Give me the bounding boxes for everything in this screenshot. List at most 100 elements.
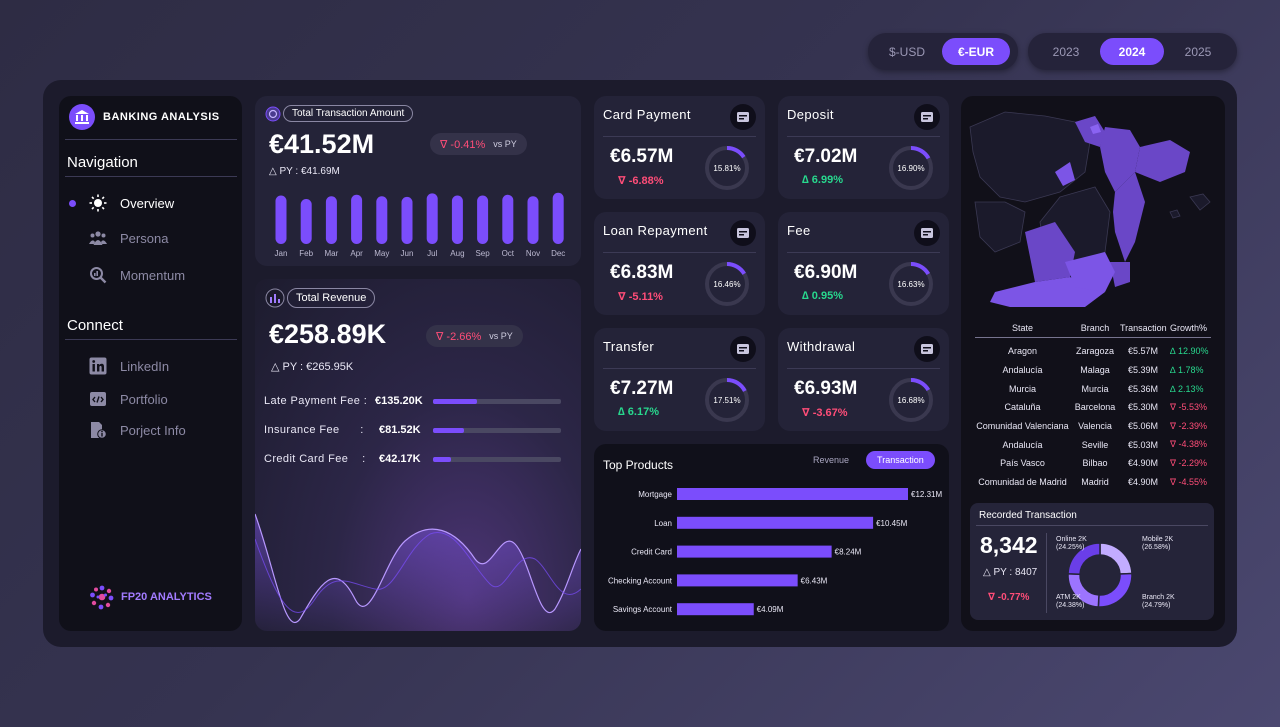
table-row[interactable]: Comunidad de Madrid Madrid €4.90M ∇ -4.55% (975, 473, 1211, 492)
footer-logo: FP20 ANALYTICS (89, 584, 212, 610)
tab-revenue[interactable]: Revenue (813, 455, 850, 465)
share-donut (889, 378, 933, 422)
cell-transaction: €5.03M (1127, 439, 1159, 450)
cell-branch: Barcelona (1074, 402, 1116, 413)
connect-label: Portfolio (120, 391, 168, 407)
table-row[interactable]: Andalucía Malaga €5.39M ∆ 1.78% (975, 361, 1211, 380)
change-pill: ∇ -0.41% vs PY (430, 133, 527, 155)
prior-year-value: △ PY : 8407 (983, 567, 1038, 578)
year-toggle: 2023 2024 2025 (1028, 33, 1237, 70)
table-row[interactable]: Comunidad Valenciana Valencia €5.06M ∇ -2.3… (975, 417, 1211, 436)
donut-share-arc (705, 146, 749, 190)
month-bar (451, 195, 463, 244)
donut-label-pct: (26.58%) (1142, 544, 1170, 551)
monthly-bar-chart: Jan Feb Mar Apr May Jun Jul Aug Sep Oct Nov Dec (275, 192, 565, 258)
code-window-icon (88, 389, 108, 409)
month-label: Nov (526, 249, 540, 258)
change-value: ∇ -0.41% (440, 138, 486, 151)
connect-header: Connect (67, 317, 123, 334)
product-label: Mortgage (638, 490, 672, 499)
nav-label: Persona (120, 230, 169, 246)
cell-transaction: €4.90M (1127, 458, 1159, 469)
share-label: 16.46% (713, 279, 741, 289)
vs-label: vs PY (493, 139, 517, 149)
header-branch[interactable]: Branch (1080, 322, 1110, 333)
donut-slice-atm (1067, 542, 1101, 575)
transfer-icon (730, 336, 756, 362)
table-row[interactable]: País Vasco Bilbao €4.90M ∇ -2.29% (975, 454, 1211, 473)
kpi-title: Transfer (603, 339, 655, 354)
divider (603, 368, 756, 369)
kpi-title: Loan Repayment (603, 223, 708, 238)
decorative-wave-chart (255, 513, 581, 631)
connect-item-project-info[interactable]: Porject Info (69, 419, 186, 441)
magnifier-chart-icon (88, 265, 108, 285)
product-bar (677, 516, 874, 529)
header-growth[interactable]: Growth% (1170, 322, 1208, 333)
cell-growth: ∇ -2.39% (1170, 420, 1208, 431)
divider (1046, 533, 1047, 613)
table-row[interactable]: Andalucía Seville €5.03M ∇ -4.38% (975, 435, 1211, 454)
table-row[interactable]: Murcia Murcia €5.36M ∆ 2.13% (975, 379, 1211, 398)
fee-row-credit-card: Credit Card Fee : (264, 453, 366, 465)
year-2025-button[interactable]: 2025 (1184, 44, 1212, 59)
connect-label: Porject Info (120, 422, 186, 438)
cell-transaction: €5.39M (1127, 365, 1159, 376)
document-info-icon (88, 420, 108, 440)
product-label: Credit Card (631, 548, 672, 557)
divider (603, 252, 756, 253)
kpi-change: ∆ 0.95% (802, 290, 843, 302)
table-row[interactable]: Aragon Zaragoza €5.57M ∆ 12.90% (975, 342, 1211, 361)
kpi-card-withdrawal: Withdrawal €6.93M ∇ -3.67% 16.68% (778, 328, 949, 431)
donut-share-arc (889, 378, 933, 422)
month-label: Feb (299, 249, 313, 258)
kpi-value: €6.93M (794, 378, 858, 399)
month-label: Mar (325, 249, 339, 258)
people-icon (88, 228, 108, 248)
table-row[interactable]: Cataluña Barcelona €5.30M ∇ -5.53% (975, 398, 1211, 417)
total-revenue-card: Total Revenue €258.89K ∇ -2.66% vs PY △ … (255, 279, 581, 631)
panel-title: Total Transaction Amount (283, 105, 414, 122)
divider (65, 139, 237, 140)
tab-transaction[interactable]: Transaction (866, 451, 935, 469)
kpi-card-card-payment: Card Payment €6.57M ∇ -6.88% 15.81% (594, 96, 765, 199)
vs-label: vs PY (489, 331, 513, 341)
share-label: 17.51% (713, 395, 741, 405)
nav-item-momentum[interactable]: Momentum (69, 264, 185, 286)
cell-transaction: €5.06M (1127, 421, 1159, 432)
year-2024-button[interactable]: 2024 (1100, 38, 1164, 65)
divider (787, 136, 940, 137)
year-2023-button[interactable]: 2023 (1052, 44, 1080, 59)
product-label: Checking Account (608, 576, 673, 585)
currency-usd-button[interactable]: $-USD (888, 44, 925, 59)
header-transaction[interactable]: Transaction (1120, 322, 1167, 333)
dashboard-frame: BANKING ANALYSIS Navigation Overview Per… (43, 80, 1237, 647)
month-label: Aug (450, 249, 464, 258)
connect-item-linkedin[interactable]: LinkedIn (69, 355, 169, 377)
product-tabs: Revenue Transaction (802, 451, 935, 469)
coin-icon (265, 106, 281, 121)
top-products-bar-chart: Mortgage €12.31M Loan €10.45M Credit Card €8.… (608, 488, 942, 616)
currency-eur-button[interactable]: €-EUR (942, 38, 1010, 65)
footer-logo-text: FP20 ANALYTICS (121, 591, 212, 603)
share-label: 16.90% (897, 163, 925, 173)
state-panel: State Branch Transaction Growth% Aragon Z… (961, 96, 1225, 631)
header-state[interactable]: State (1011, 322, 1033, 333)
cell-branch: Seville (1081, 439, 1109, 450)
cell-state: Aragon (1007, 346, 1038, 357)
kpi-value: €7.27M (610, 378, 674, 399)
revenue-chart-icon (265, 288, 285, 308)
table-header: State Branch Transaction Growth% (975, 318, 1211, 338)
connect-item-portfolio[interactable]: Portfolio (69, 388, 168, 410)
donut-label: Online 2K (1056, 536, 1087, 543)
share-label: 15.81% (713, 163, 741, 173)
fee-value: €135.20K (375, 395, 423, 407)
nav-item-overview[interactable]: Overview (69, 192, 174, 214)
nav-item-persona[interactable]: Persona (69, 227, 168, 249)
cell-state: Andalucía (1002, 365, 1043, 376)
app-title: BANKING ANALYSIS (103, 111, 220, 123)
cell-state: País Vasco (1000, 458, 1045, 469)
cell-branch: Murcia (1081, 383, 1109, 394)
change-value: ∇ -0.77% (988, 592, 1030, 603)
month-bar (502, 194, 514, 244)
